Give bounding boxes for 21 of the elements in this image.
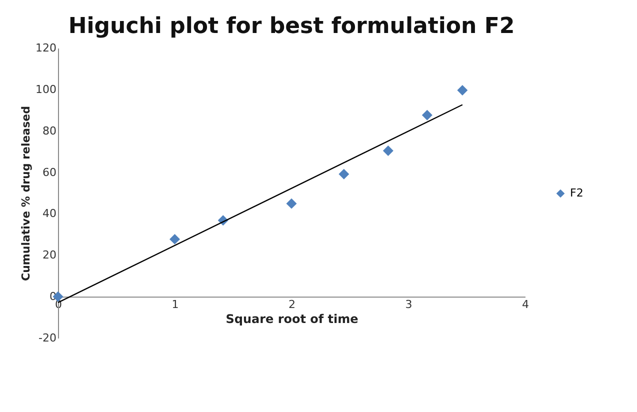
y-tick-label: 20 [42, 248, 56, 262]
y-tick-label: 100 [36, 82, 56, 96]
y-tick-label: -20 [38, 332, 56, 344]
point [382, 146, 394, 156]
point [286, 198, 297, 209]
x-tick-label: 4 [522, 298, 529, 312]
point [422, 110, 432, 120]
point [457, 85, 468, 96]
chart-title: Higuchi plot for best formulation F2 [68, 14, 515, 39]
y-tick-label: 40 [42, 207, 56, 220]
y-tick-label: 120 [36, 42, 56, 54]
y-tick-label: 60 [42, 166, 56, 179]
point [338, 168, 350, 180]
y-axis-title: Cumulative % drug released [20, 106, 33, 281]
x-tick-label: 1 [172, 298, 179, 312]
x-tick-label: 2 [288, 298, 296, 312]
y-tick-label: 80 [42, 124, 56, 138]
point [170, 234, 180, 244]
x-axis-title: Square root of time [226, 312, 358, 326]
x-tick-label: 3 [405, 298, 412, 312]
legend-label: F2 [570, 186, 584, 200]
